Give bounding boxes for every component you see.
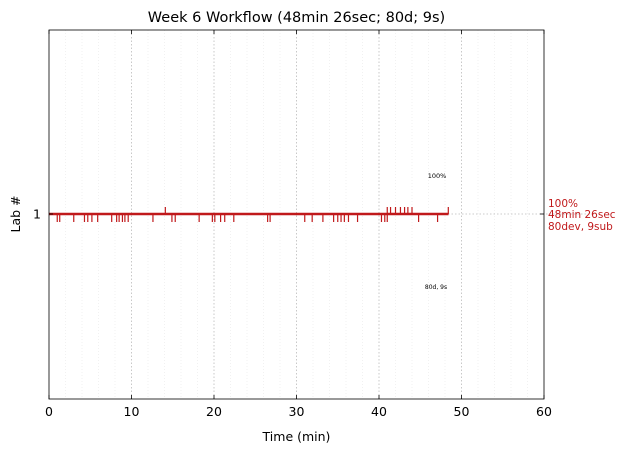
y-axis-label: Lab # [8,195,23,232]
right-annotation: 100% 48min 26sec 80dev, 9sub [548,198,616,233]
x-tick-label: 0 [45,404,53,419]
y-tick-label: 1 [33,207,41,222]
right-annotation-percent: 100% [548,198,578,210]
chart-title: Week 6 Workflow (48min 26sec; 80d; 9s) [148,10,445,26]
x-tick-label: 20 [206,404,222,419]
x-tick-label: 10 [124,404,140,419]
x-tick-label: 60 [536,404,552,419]
x-axis-label: Time (min) [262,429,331,444]
right-annotation-duration: 48min 26sec [548,209,616,221]
lab-counts-label: 80d, 9s [425,284,447,291]
data-layer [49,207,449,222]
lab-percent-label: 100% [428,172,447,180]
grid-layer [49,30,592,399]
right-annotation-counts: 80dev, 9sub [548,221,613,233]
x-tick-label: 50 [454,404,470,419]
tick-layer: 0 10 20 30 40 50 60 1 [33,30,552,419]
x-tick-label: 30 [289,404,305,419]
x-tick-label: 40 [371,404,387,419]
